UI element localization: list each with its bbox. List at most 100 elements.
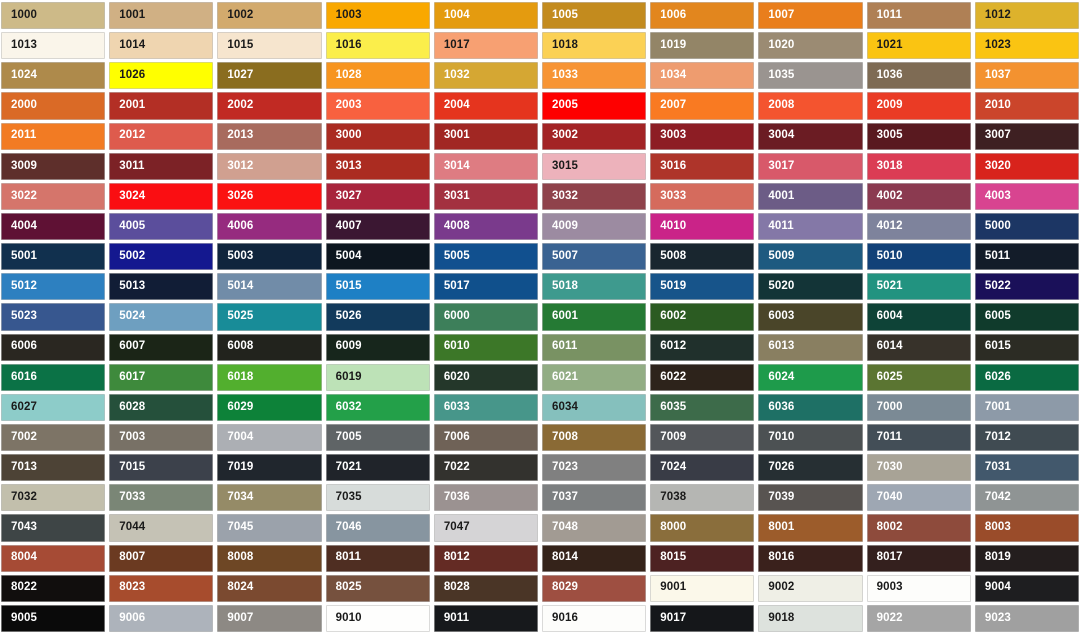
color-swatch-9004[interactable]: 9004 (974, 574, 1080, 602)
color-swatch-7023[interactable]: 7023 (542, 454, 647, 482)
color-swatch-3024[interactable]: 3024 (109, 182, 214, 210)
color-swatch-5017[interactable]: 5017 (433, 273, 539, 301)
color-swatch-6026[interactable]: 6026 (974, 363, 1080, 391)
color-swatch-1027[interactable]: 1027 (217, 62, 322, 90)
color-swatch-7011[interactable]: 7011 (866, 423, 971, 452)
color-swatch-9001[interactable]: 9001 (650, 574, 755, 602)
color-swatch-5012[interactable]: 5012 (1, 273, 106, 301)
color-swatch-4006[interactable]: 4006 (217, 212, 322, 241)
color-swatch-3012[interactable]: 3012 (217, 152, 322, 180)
color-swatch-9010[interactable]: 9010 (325, 604, 430, 632)
color-swatch-7035[interactable]: 7035 (325, 484, 430, 512)
color-swatch-6002[interactable]: 6002 (650, 303, 755, 331)
color-swatch-6003[interactable]: 6003 (758, 303, 863, 331)
color-swatch-8000[interactable]: 8000 (650, 514, 755, 542)
color-swatch-6022[interactable]: 6022 (650, 363, 755, 391)
color-swatch-6015[interactable]: 6015 (974, 333, 1080, 361)
color-swatch-2005[interactable]: 2005 (542, 92, 647, 120)
color-swatch-8019[interactable]: 8019 (974, 544, 1080, 572)
color-swatch-3026[interactable]: 3026 (217, 182, 322, 210)
color-swatch-6019[interactable]: 6019 (325, 363, 430, 391)
color-swatch-3020[interactable]: 3020 (974, 152, 1080, 180)
color-swatch-2009[interactable]: 2009 (866, 92, 971, 120)
color-swatch-7048[interactable]: 7048 (542, 514, 647, 542)
color-swatch-7039[interactable]: 7039 (758, 484, 863, 512)
color-swatch-4008[interactable]: 4008 (433, 212, 539, 241)
color-swatch-6024[interactable]: 6024 (758, 363, 863, 391)
color-swatch-7040[interactable]: 7040 (866, 484, 971, 512)
color-swatch-2008[interactable]: 2008 (758, 92, 863, 120)
color-swatch-4001[interactable]: 4001 (758, 182, 863, 210)
color-swatch-1004[interactable]: 1004 (433, 2, 539, 30)
color-swatch-5019[interactable]: 5019 (650, 273, 755, 301)
color-swatch-4011[interactable]: 4011 (758, 212, 863, 241)
color-swatch-9002[interactable]: 9002 (758, 574, 863, 602)
color-swatch-8016[interactable]: 8016 (758, 544, 863, 572)
color-swatch-5026[interactable]: 5026 (325, 303, 430, 331)
color-swatch-1003[interactable]: 1003 (325, 2, 430, 30)
color-swatch-8022[interactable]: 8022 (1, 574, 106, 602)
color-swatch-6017[interactable]: 6017 (109, 363, 214, 391)
color-swatch-3033[interactable]: 3033 (650, 182, 755, 210)
color-swatch-1002[interactable]: 1002 (217, 2, 322, 30)
color-swatch-1014[interactable]: 1014 (109, 32, 214, 60)
color-swatch-7022[interactable]: 7022 (433, 454, 539, 482)
color-swatch-5023[interactable]: 5023 (1, 303, 106, 331)
color-swatch-9006[interactable]: 9006 (109, 604, 214, 632)
color-swatch-5005[interactable]: 5005 (433, 243, 539, 271)
color-swatch-7002[interactable]: 7002 (1, 423, 106, 452)
color-swatch-6032[interactable]: 6032 (325, 393, 430, 421)
color-swatch-1026[interactable]: 1026 (109, 62, 214, 90)
color-swatch-8011[interactable]: 8011 (325, 544, 430, 572)
color-swatch-8001[interactable]: 8001 (758, 514, 863, 542)
color-swatch-2007[interactable]: 2007 (650, 92, 755, 120)
color-swatch-2003[interactable]: 2003 (325, 92, 430, 120)
color-swatch-7003[interactable]: 7003 (109, 423, 214, 452)
color-swatch-6009[interactable]: 6009 (325, 333, 430, 361)
color-swatch-5010[interactable]: 5010 (866, 243, 971, 271)
color-swatch-7026[interactable]: 7026 (758, 454, 863, 482)
color-swatch-5004[interactable]: 5004 (325, 243, 430, 271)
color-swatch-2010[interactable]: 2010 (974, 92, 1080, 120)
color-swatch-2011[interactable]: 2011 (1, 122, 106, 150)
color-swatch-6004[interactable]: 6004 (866, 303, 971, 331)
color-swatch-7021[interactable]: 7021 (325, 454, 430, 482)
color-swatch-4002[interactable]: 4002 (866, 182, 971, 210)
color-swatch-3004[interactable]: 3004 (758, 122, 863, 150)
color-swatch-7036[interactable]: 7036 (433, 484, 539, 512)
color-swatch-3000[interactable]: 3000 (325, 122, 430, 150)
color-swatch-3005[interactable]: 3005 (866, 122, 971, 150)
color-swatch-1006[interactable]: 1006 (650, 2, 755, 30)
color-swatch-1035[interactable]: 1035 (758, 62, 863, 90)
color-swatch-6021[interactable]: 6021 (542, 363, 647, 391)
color-swatch-9017[interactable]: 9017 (650, 604, 755, 632)
color-swatch-1019[interactable]: 1019 (650, 32, 755, 60)
color-swatch-7001[interactable]: 7001 (974, 393, 1080, 421)
color-swatch-8017[interactable]: 8017 (866, 544, 971, 572)
color-swatch-8008[interactable]: 8008 (217, 544, 322, 572)
color-swatch-6029[interactable]: 6029 (217, 393, 322, 421)
color-swatch-6025[interactable]: 6025 (866, 363, 971, 391)
color-swatch-6014[interactable]: 6014 (866, 333, 971, 361)
color-swatch-5002[interactable]: 5002 (109, 243, 214, 271)
color-swatch-6010[interactable]: 6010 (433, 333, 539, 361)
color-swatch-6008[interactable]: 6008 (217, 333, 322, 361)
color-swatch-2002[interactable]: 2002 (217, 92, 322, 120)
color-swatch-3022[interactable]: 3022 (1, 182, 106, 210)
color-swatch-1012[interactable]: 1012 (974, 2, 1080, 30)
color-swatch-9011[interactable]: 9011 (433, 604, 539, 632)
color-swatch-7004[interactable]: 7004 (217, 423, 322, 452)
color-swatch-3007[interactable]: 3007 (974, 122, 1080, 150)
color-swatch-7013[interactable]: 7013 (1, 454, 106, 482)
color-swatch-6034[interactable]: 6034 (542, 393, 647, 421)
color-swatch-6036[interactable]: 6036 (758, 393, 863, 421)
color-swatch-9007[interactable]: 9007 (217, 604, 322, 632)
color-swatch-7006[interactable]: 7006 (433, 423, 539, 452)
color-swatch-8029[interactable]: 8029 (542, 574, 647, 602)
color-swatch-1024[interactable]: 1024 (1, 62, 106, 90)
color-swatch-5024[interactable]: 5024 (109, 303, 214, 331)
color-swatch-1016[interactable]: 1016 (325, 32, 430, 60)
color-swatch-5015[interactable]: 5015 (325, 273, 430, 301)
color-swatch-1021[interactable]: 1021 (866, 32, 971, 60)
color-swatch-7038[interactable]: 7038 (650, 484, 755, 512)
